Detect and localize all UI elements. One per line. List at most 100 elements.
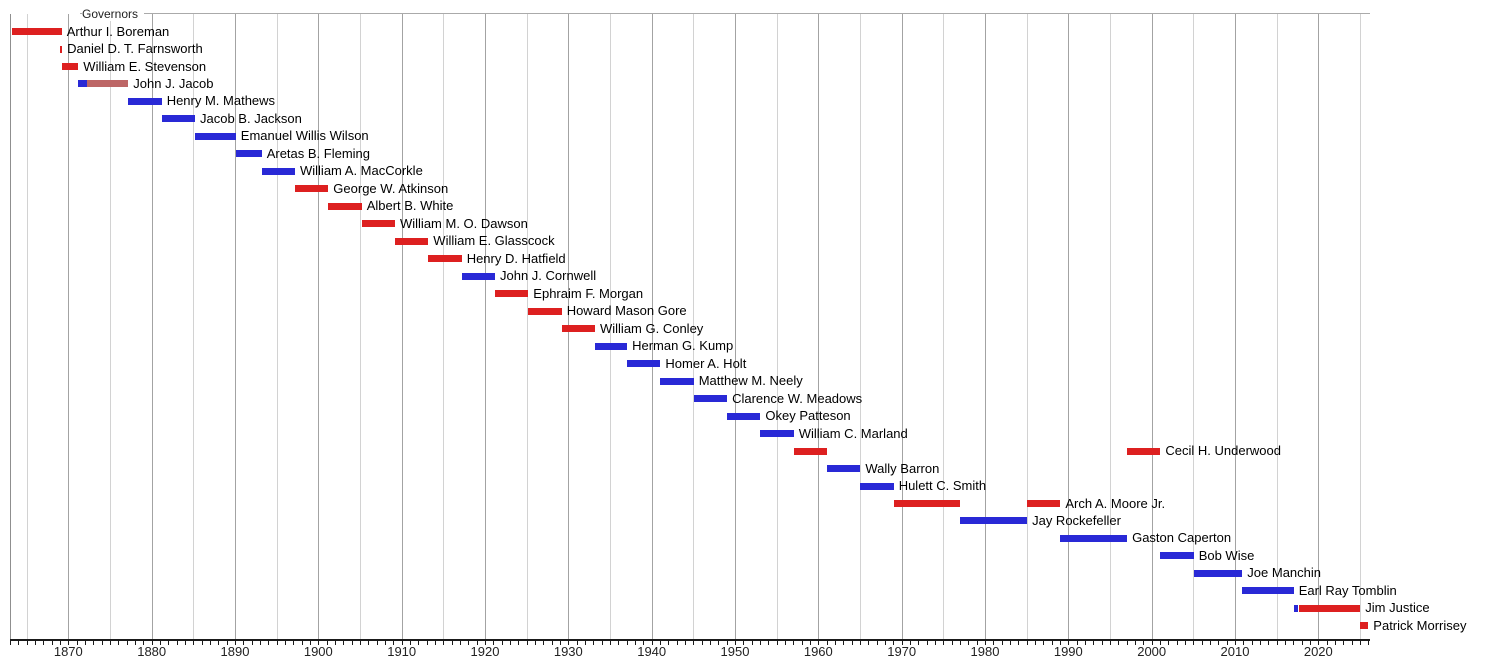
governor-name-label: Patrick Morrisey xyxy=(1373,617,1467,633)
axis-tick-1889 xyxy=(226,641,228,645)
axis-year-label-2010: 2010 xyxy=(1220,644,1250,659)
axis-year-label-1990: 1990 xyxy=(1053,644,1083,659)
term-bar-republican xyxy=(793,447,827,455)
axis-tick-1971 xyxy=(910,641,911,645)
title-rule-line xyxy=(80,13,1370,14)
axis-tick-1935 xyxy=(610,641,611,645)
axis-year-label-1960: 1960 xyxy=(803,644,833,659)
axis-year-label-1870: 1870 xyxy=(53,644,83,659)
axis-tick-1934 xyxy=(601,641,603,645)
axis-tick-1907 xyxy=(376,641,378,645)
term-bar-independent xyxy=(86,80,129,88)
axis-tick-1924 xyxy=(518,641,520,645)
axis-tick-1888 xyxy=(218,641,220,645)
governor-name-label: Herman G. Kump xyxy=(632,338,734,354)
axis-tick-1990 xyxy=(1068,641,1070,645)
axis-tick-1925 xyxy=(526,641,528,645)
governor-name-label: John J. Cornwell xyxy=(500,268,597,284)
axis-tick-1893 xyxy=(260,641,261,645)
gridline-1985 xyxy=(1026,14,1028,639)
axis-tick-2005 xyxy=(1193,641,1195,645)
axis-tick-2024 xyxy=(1351,641,1353,645)
axis-year-label-1930: 1930 xyxy=(553,644,583,659)
gridline-2025 xyxy=(1360,14,1361,639)
gridline-1925 xyxy=(526,14,528,639)
term-bar-democratic xyxy=(161,115,195,123)
axis-tick-1936 xyxy=(618,641,620,645)
axis-tick-1880 xyxy=(151,641,153,645)
axis-tick-1919 xyxy=(476,641,478,645)
axis-tick-1955 xyxy=(776,641,778,645)
axis-tick-1953 xyxy=(760,641,761,645)
axis-tick-2019 xyxy=(1310,641,1311,645)
axis-tick-1902 xyxy=(335,641,336,645)
axis-tick-1943 xyxy=(676,641,678,645)
governor-name-label: Hulett C. Smith xyxy=(898,478,987,493)
term-bar-republican xyxy=(428,255,462,263)
gridline-2015 xyxy=(1276,14,1278,639)
term-bar-democratic xyxy=(1242,587,1294,595)
gridline-1995 xyxy=(1110,14,1111,639)
gridline-1920 xyxy=(485,14,486,639)
term-bar-democratic xyxy=(195,132,236,140)
axis-tick-1985 xyxy=(1026,641,1028,645)
axis-tick-1997 xyxy=(1126,641,1128,645)
axis-tick-1873 xyxy=(93,641,95,645)
governor-name-label: Homer A. Holt xyxy=(665,355,747,371)
gridline-1880 xyxy=(151,14,153,639)
term-bar-republican xyxy=(495,290,529,298)
axis-tick-1929 xyxy=(560,641,561,645)
axis-tick-1930 xyxy=(568,641,570,645)
axis-tick-2016 xyxy=(1285,641,1286,645)
axis-tick-1891 xyxy=(243,641,245,645)
axis-tick-2008 xyxy=(1218,641,1220,645)
axis-tick-1897 xyxy=(293,641,295,645)
gridline-1945 xyxy=(693,14,695,639)
governor-name-label: Ephraim F. Morgan xyxy=(533,285,644,301)
axis-tick-2025 xyxy=(1360,641,1361,645)
axis-tick-1881 xyxy=(160,641,161,645)
governor-name-label: Okey Patteson xyxy=(765,408,851,424)
term-bar-republican xyxy=(893,500,961,507)
gridline-2000 xyxy=(1151,14,1153,639)
axis-tick-2013 xyxy=(1260,641,1261,645)
axis-tick-1973 xyxy=(926,641,928,645)
axis-tick-1895 xyxy=(276,641,278,645)
axis-year-label-1940: 1940 xyxy=(637,644,667,659)
term-bar-democratic xyxy=(1060,534,1128,542)
axis-tick-1968 xyxy=(885,641,886,645)
gridline-1900 xyxy=(318,14,320,639)
axis-tick-1988 xyxy=(1051,641,1053,645)
axis-tick-2017 xyxy=(1293,641,1295,645)
term-bar-republican xyxy=(1360,622,1369,630)
axis-tick-1890 xyxy=(235,641,236,645)
axis-tick-2020 xyxy=(1318,641,1320,645)
gridline-2005 xyxy=(1193,14,1195,639)
axis-tick-1899 xyxy=(310,641,311,645)
term-bar-republican xyxy=(11,28,62,35)
axis-year-label-1920: 1920 xyxy=(470,644,500,659)
term-bar-democratic xyxy=(78,80,87,88)
governor-name-label: Cecil H. Underwood xyxy=(1165,443,1281,458)
axis-tick-1923 xyxy=(510,641,511,645)
axis-tick-1909 xyxy=(393,641,395,645)
axis-tick-1914 xyxy=(435,641,436,645)
term-bar-democratic xyxy=(727,412,761,420)
axis-tick-1921 xyxy=(493,641,495,645)
axis-year-label-2000: 2000 xyxy=(1137,644,1167,659)
axis-tick-1927 xyxy=(543,641,545,645)
governor-name-label: Gaston Caperton xyxy=(1132,530,1232,546)
governor-name-label: Daniel D. T. Farnsworth xyxy=(67,41,203,56)
axis-tick-2010 xyxy=(1235,641,1236,645)
term-bar-democratic xyxy=(461,272,495,280)
axis-tick-1906 xyxy=(368,641,370,645)
axis-tick-1949 xyxy=(726,641,728,645)
axis-tick-1910 xyxy=(401,641,403,645)
governor-name-label: Arch A. Moore Jr. xyxy=(1065,495,1166,511)
axis-tick-1984 xyxy=(1018,641,1020,645)
governor-name-label: William A. MacCorkle xyxy=(300,163,423,179)
axis-tick-1986 xyxy=(1035,641,1036,645)
axis-tick-1940 xyxy=(651,641,653,645)
axis-tick-1945 xyxy=(693,641,695,645)
